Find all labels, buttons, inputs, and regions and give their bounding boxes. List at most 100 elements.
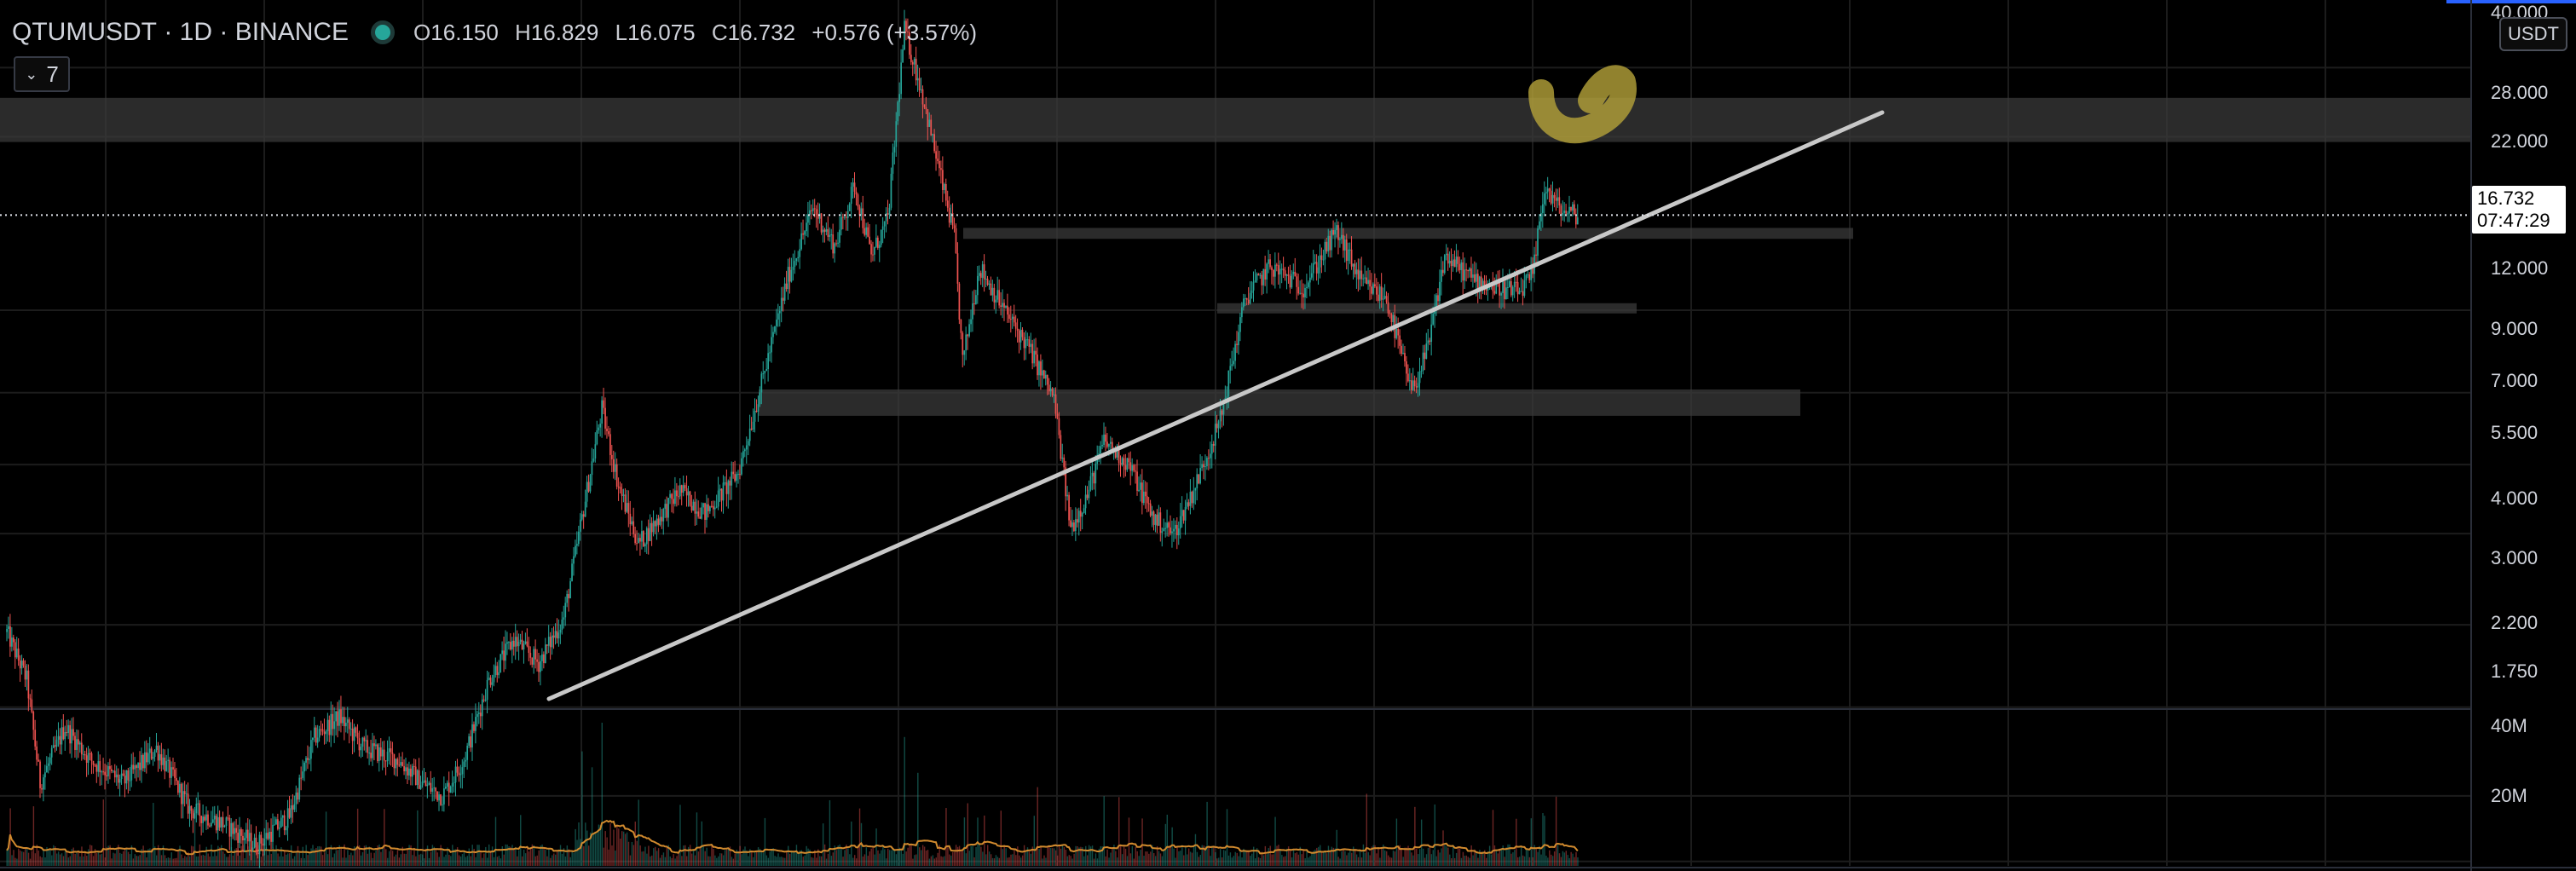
volume-bar bbox=[461, 854, 464, 866]
volume-bar bbox=[795, 845, 798, 866]
volume-bar bbox=[181, 854, 182, 866]
candle-body bbox=[428, 782, 430, 785]
volume-bar bbox=[26, 848, 28, 866]
candle-body bbox=[461, 767, 464, 775]
candle-body bbox=[913, 58, 915, 65]
volume-bar bbox=[1420, 819, 1423, 866]
candle-body bbox=[1352, 263, 1354, 267]
candle-body bbox=[1430, 324, 1433, 343]
volume-bar bbox=[39, 856, 41, 866]
candle-body bbox=[1168, 522, 1170, 528]
candle-body bbox=[898, 94, 901, 102]
candle-body bbox=[1343, 234, 1344, 251]
candle-body bbox=[1546, 188, 1549, 193]
volume-bar bbox=[326, 854, 329, 866]
candle-body bbox=[629, 513, 632, 525]
currency-button[interactable]: USDT bbox=[2499, 17, 2567, 51]
volume-bar bbox=[809, 849, 811, 866]
volume-bar bbox=[598, 824, 600, 866]
volume-bar bbox=[772, 848, 774, 866]
candle-body bbox=[1326, 241, 1328, 251]
volume-bar bbox=[963, 817, 966, 866]
candle-body bbox=[764, 370, 766, 374]
candle-body bbox=[540, 660, 541, 672]
volume-bar bbox=[1309, 856, 1311, 866]
volume-bar bbox=[417, 810, 419, 866]
candle-body bbox=[1417, 383, 1419, 388]
candle-body bbox=[604, 407, 606, 429]
volume-bar bbox=[401, 846, 403, 866]
candle-body bbox=[253, 837, 256, 848]
candle-body bbox=[127, 770, 130, 781]
volume-bar bbox=[762, 852, 765, 866]
symbol-name[interactable]: QTUMUSDT bbox=[12, 18, 157, 46]
candle-body bbox=[771, 337, 772, 353]
candle-body bbox=[644, 544, 646, 546]
volume-bar bbox=[1562, 851, 1564, 866]
candle-body bbox=[1002, 303, 1003, 308]
indicators-toggle-button[interactable]: ⌄ 7 bbox=[14, 56, 70, 92]
candle-body bbox=[538, 661, 540, 672]
volume-bar bbox=[290, 845, 292, 866]
volume-bar bbox=[465, 857, 467, 866]
candle-body bbox=[1392, 314, 1395, 323]
volume-bar bbox=[1392, 851, 1395, 866]
volume-bar bbox=[511, 845, 513, 866]
candle-body bbox=[778, 310, 781, 314]
volume-bar bbox=[136, 856, 137, 866]
volume-bar bbox=[368, 846, 370, 866]
candle-body bbox=[512, 640, 515, 647]
volume-bar bbox=[456, 847, 459, 866]
volume-bar bbox=[160, 855, 163, 866]
candle-body bbox=[649, 522, 651, 541]
candle-body bbox=[1073, 522, 1075, 532]
candle-body bbox=[985, 278, 987, 280]
candle-body bbox=[736, 474, 737, 482]
volume-bar bbox=[387, 857, 389, 866]
volume-bar bbox=[792, 851, 794, 866]
candle-body bbox=[1276, 264, 1278, 266]
volume-bar bbox=[1455, 852, 1458, 866]
volume-bar bbox=[1038, 849, 1040, 866]
candle-body bbox=[1343, 239, 1346, 251]
volume-bar bbox=[380, 851, 382, 866]
price-axis-tick-label: 22.000 bbox=[2491, 130, 2548, 152]
candle-body bbox=[1439, 281, 1441, 302]
candle-body bbox=[1500, 292, 1502, 296]
candle-body bbox=[87, 753, 90, 764]
volume-bar bbox=[1294, 853, 1297, 866]
volume-bar bbox=[1180, 851, 1181, 866]
volume-bar bbox=[676, 856, 678, 866]
candle-body bbox=[1098, 453, 1100, 455]
candle-body bbox=[1527, 274, 1529, 275]
candle-body bbox=[22, 660, 25, 666]
interval-label[interactable]: 1D bbox=[179, 18, 213, 46]
candle-body bbox=[1261, 274, 1263, 286]
volume-bar bbox=[134, 854, 136, 866]
candle-body bbox=[1156, 514, 1158, 526]
volume-bar bbox=[1401, 849, 1402, 866]
volume-bar bbox=[716, 857, 718, 866]
candle-body bbox=[682, 485, 684, 493]
market-status-icon[interactable] bbox=[371, 20, 396, 44]
legend-separator: · bbox=[156, 18, 180, 46]
candle-body bbox=[1176, 524, 1178, 536]
candle-body bbox=[1287, 274, 1290, 276]
candle-body bbox=[146, 752, 147, 763]
volume-bar bbox=[741, 854, 742, 866]
volume-bar bbox=[1540, 854, 1542, 866]
candle-body bbox=[130, 764, 133, 781]
candle-body bbox=[26, 670, 28, 680]
volume-bar bbox=[1047, 846, 1048, 866]
volume-bar bbox=[111, 858, 113, 866]
candle-body bbox=[650, 522, 653, 533]
volume-bar bbox=[280, 846, 282, 866]
candle-body bbox=[609, 434, 611, 455]
candle-body bbox=[1354, 263, 1356, 274]
volume-bar bbox=[333, 853, 336, 866]
candle-body bbox=[307, 758, 309, 760]
volume-bar bbox=[393, 857, 396, 866]
candle-body bbox=[933, 134, 935, 152]
